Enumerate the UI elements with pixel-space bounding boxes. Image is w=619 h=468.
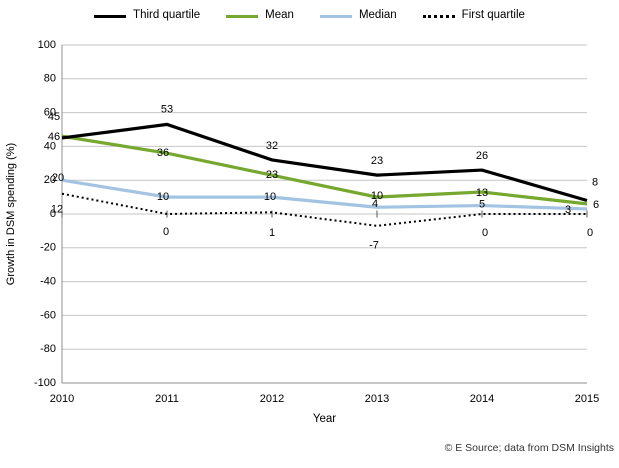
svg-text:2013: 2013	[365, 393, 389, 405]
svg-text:100: 100	[38, 39, 56, 51]
svg-text:13: 13	[476, 187, 488, 199]
median-line-sample-icon	[319, 14, 352, 18]
svg-text:8: 8	[592, 176, 598, 188]
svg-text:0: 0	[587, 227, 593, 239]
legend-item-first-quartile: First quartile	[422, 9, 525, 22]
svg-text:40: 40	[44, 140, 56, 152]
svg-text:0: 0	[163, 226, 169, 238]
legend-label-third-quartile: Third quartile	[133, 9, 201, 22]
svg-text:-100: -100	[34, 377, 56, 389]
svg-text:5: 5	[479, 198, 485, 210]
legend-item-third-quartile: Third quartile	[94, 10, 200, 22]
legend: Third quartile Mean Median First quartil…	[0, 4, 619, 28]
svg-text:-20: -20	[40, 242, 56, 254]
svg-text:36: 36	[157, 147, 169, 159]
svg-text:-40: -40	[40, 276, 56, 288]
svg-text:-7: -7	[369, 240, 379, 252]
legend-label-median: Median	[358, 9, 397, 22]
y-axis-title-wrap: Growth in DSM spending (%)	[0, 45, 22, 383]
svg-text:4: 4	[372, 198, 378, 210]
svg-text:23: 23	[266, 169, 278, 181]
x-axis-title: Year	[312, 413, 337, 425]
svg-text:32: 32	[266, 140, 278, 152]
legend-label-mean: Mean	[265, 9, 294, 22]
svg-text:-60: -60	[40, 309, 56, 321]
svg-text:2014: 2014	[470, 393, 494, 405]
svg-text:-80: -80	[40, 343, 56, 355]
svg-text:1: 1	[269, 227, 275, 239]
svg-text:53: 53	[161, 103, 173, 115]
svg-text:26: 26	[476, 150, 488, 162]
svg-text:10: 10	[157, 191, 169, 203]
first-quartile-line-sample-icon	[422, 14, 455, 18]
svg-text:45: 45	[48, 111, 60, 123]
svg-text:46: 46	[48, 131, 60, 143]
svg-text:3: 3	[565, 204, 571, 216]
svg-text:2011: 2011	[155, 393, 179, 405]
svg-text:10: 10	[371, 190, 383, 202]
legend-item-median: Median	[319, 9, 397, 22]
svg-text:80: 80	[44, 73, 56, 85]
svg-text:20: 20	[44, 174, 56, 186]
source-credit: © E Source; data from DSM Insights	[444, 442, 614, 454]
y-axis-title: Growth in DSM spending (%)	[5, 142, 18, 286]
svg-text:6: 6	[593, 199, 599, 211]
third-quartile-line-sample-icon	[94, 14, 127, 18]
svg-text:2012: 2012	[260, 393, 284, 405]
svg-text:23: 23	[371, 155, 383, 167]
svg-text:2015: 2015	[575, 393, 599, 405]
svg-text:20: 20	[52, 172, 64, 184]
svg-text:10: 10	[264, 191, 276, 203]
legend-item-mean: Mean	[226, 10, 294, 22]
svg-text:0: 0	[482, 227, 488, 239]
legend-label-first-quartile: First quartile	[461, 9, 525, 22]
svg-text:2010: 2010	[50, 393, 74, 405]
svg-text:12: 12	[51, 204, 63, 216]
mean-line-sample-icon	[226, 14, 259, 18]
svg-text:0: 0	[50, 208, 56, 220]
svg-text:60: 60	[44, 107, 56, 119]
